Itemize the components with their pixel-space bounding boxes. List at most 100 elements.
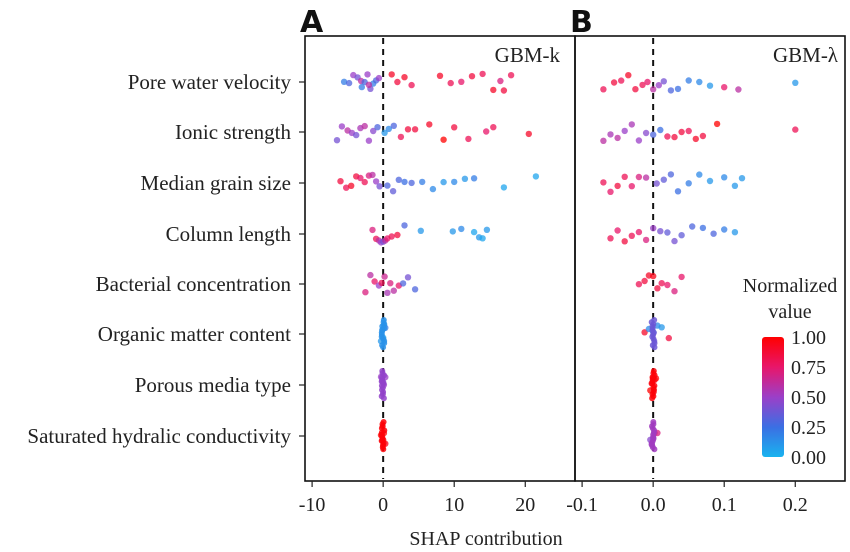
shap-point	[372, 178, 380, 185]
shap-point	[436, 72, 444, 80]
shap-point	[370, 127, 377, 135]
shap-point	[404, 126, 412, 133]
x-tick-label: 0	[378, 494, 388, 516]
shap-point	[689, 223, 696, 230]
shap-point	[621, 238, 628, 245]
shap-point	[731, 229, 739, 236]
shap-point	[404, 274, 412, 281]
shap-point	[362, 289, 369, 296]
x-tick-label: 0.1	[712, 494, 737, 516]
shap-point	[685, 127, 692, 135]
shap-point	[654, 285, 661, 292]
shap-point	[417, 227, 424, 234]
shap-point	[699, 132, 707, 140]
shap-point	[451, 178, 458, 186]
shap-point	[374, 124, 381, 131]
shap-point	[664, 133, 671, 140]
shap-point	[642, 129, 650, 137]
colorbar-tick-label: 0.25	[791, 417, 826, 439]
shap-point	[641, 277, 648, 285]
shap-point	[348, 182, 355, 189]
colorbar-tick-label: 0.50	[791, 387, 826, 409]
shap-point	[614, 182, 621, 190]
shap-point	[696, 78, 703, 86]
shap-point	[525, 130, 532, 138]
shap-point	[401, 178, 408, 186]
shap-point	[657, 228, 664, 235]
x-tick-label: 0.2	[783, 494, 808, 516]
colorbar-tick-label: 0.00	[791, 447, 826, 469]
shap-point	[642, 236, 650, 244]
shap-point	[364, 71, 371, 78]
shap-point	[394, 231, 401, 239]
shap-point	[635, 137, 643, 144]
shap-point	[651, 344, 658, 351]
shap-point	[655, 82, 662, 89]
shap-point	[618, 77, 625, 84]
colorbar-tick-label: 1.00	[791, 327, 826, 349]
shap-point	[397, 133, 405, 141]
shap-point	[384, 289, 391, 296]
shap-point	[468, 73, 476, 80]
shap-point	[365, 81, 373, 89]
shap-point	[500, 184, 508, 191]
shap-point	[635, 228, 643, 236]
shap-point	[671, 288, 678, 295]
colorbar	[762, 337, 784, 457]
shap-point	[600, 179, 607, 186]
shap-point	[792, 126, 799, 133]
shap-point	[639, 81, 646, 89]
shap-point	[371, 278, 378, 285]
panel-a-model-label: GBM-k	[495, 43, 561, 67]
shap-point	[653, 180, 660, 187]
shap-point	[699, 224, 707, 232]
shap-point	[381, 129, 388, 136]
shap-point	[353, 131, 360, 139]
shap-point	[664, 229, 671, 236]
shap-point	[657, 126, 664, 134]
panel-a-frame	[304, 35, 576, 482]
shap-point	[628, 121, 635, 128]
panel-b-frame	[574, 35, 846, 482]
shap-point	[401, 74, 408, 81]
shap-point	[375, 74, 383, 82]
shap-point	[678, 232, 685, 239]
shap-point	[721, 174, 728, 181]
shap-point	[411, 286, 419, 293]
shap-point	[635, 173, 643, 181]
shap-point	[390, 122, 397, 129]
shap-point	[678, 128, 685, 136]
feature-label: Pore water velocity	[128, 70, 292, 94]
shap-point	[429, 185, 437, 193]
panel-b-model-label: GBM-λ	[773, 43, 839, 67]
feature-label: Median grain size	[141, 171, 291, 195]
shap-point	[706, 82, 714, 89]
shap-point	[658, 280, 665, 287]
shap-point	[610, 79, 618, 86]
shap-point	[628, 232, 635, 239]
shap-point	[357, 174, 364, 182]
shap-point	[650, 272, 657, 280]
shap-point	[338, 123, 346, 130]
shap-point	[625, 72, 632, 79]
shap-point	[644, 78, 651, 86]
x-tick-label: 20	[515, 494, 535, 516]
panel-b-letter: B	[570, 5, 593, 40]
shap-point	[340, 78, 348, 86]
panel-b-plot: -0.1 0.0 0.1 0.2	[566, 38, 808, 516]
shap-point	[685, 77, 692, 84]
shap-point	[497, 77, 504, 85]
shap-point	[607, 188, 614, 195]
shap-point	[369, 226, 376, 234]
shap-point	[692, 135, 699, 143]
shap-point	[614, 134, 621, 142]
shap-point	[490, 86, 497, 94]
shap-point	[650, 86, 657, 93]
shap-point	[635, 281, 643, 288]
shap-point	[735, 86, 742, 93]
shap-point	[395, 176, 402, 183]
shap-point	[607, 131, 614, 138]
shap-point	[389, 188, 397, 195]
shap-point	[651, 446, 658, 453]
shap-point	[388, 71, 395, 78]
